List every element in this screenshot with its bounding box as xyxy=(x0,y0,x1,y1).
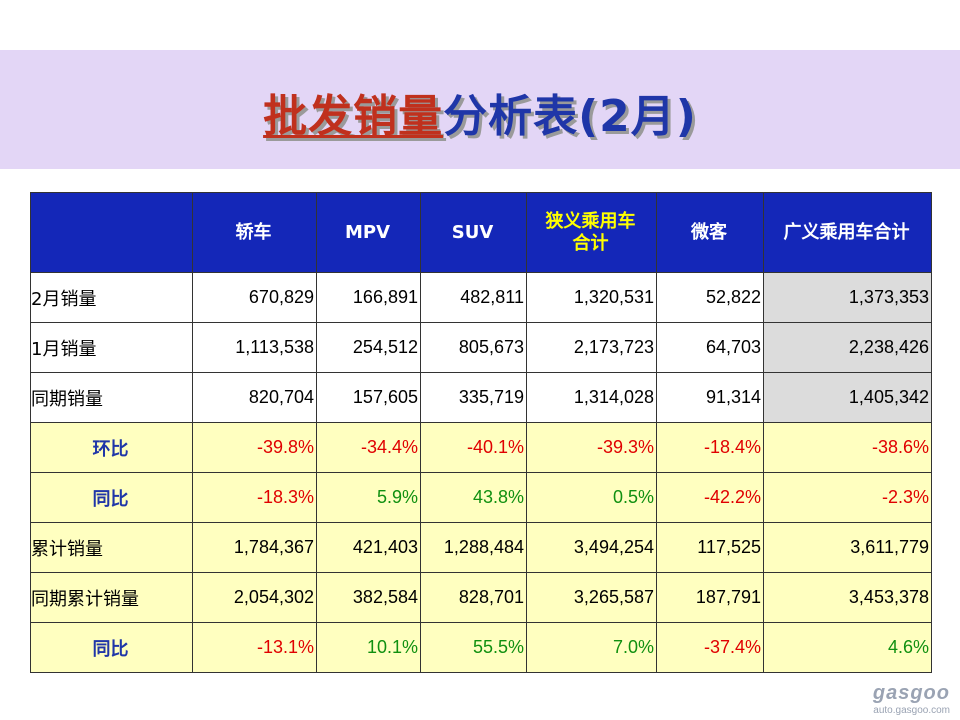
table-cell: 3,494,254 xyxy=(526,522,657,573)
table-cell: -42.2% xyxy=(656,472,764,523)
header-cell: 广义乘用车合计 xyxy=(763,192,932,273)
table-cell: 1,373,353 xyxy=(763,272,932,323)
table-cell: 187,791 xyxy=(656,572,764,623)
table-cell: -39.8% xyxy=(192,422,317,473)
table-cell: -13.1% xyxy=(192,622,317,673)
table-cell: 1,405,342 xyxy=(763,372,932,423)
table-cell: 64,703 xyxy=(656,322,764,373)
row-label: 1月销量 xyxy=(30,322,193,373)
table-cell: 820,704 xyxy=(192,372,317,423)
table-cell: 43.8% xyxy=(420,472,527,523)
table-cell: -39.3% xyxy=(526,422,657,473)
row-label: 累计销量 xyxy=(30,522,193,573)
header-cell: 狭义乘用车 合计 xyxy=(526,192,657,273)
table-cell: 10.1% xyxy=(316,622,421,673)
table-cell: 1,784,367 xyxy=(192,522,317,573)
table-row: 2月销量 670,829 166,891 482,811 1,320,531 52,822… xyxy=(30,272,932,323)
table-cell: 3,453,378 xyxy=(763,572,932,623)
title-part-2: 分析表(2月) xyxy=(443,91,697,142)
table-cell: 117,525 xyxy=(656,522,764,573)
row-label: 同比 xyxy=(30,622,193,673)
table-cell: 335,719 xyxy=(420,372,527,423)
header-row: 轿车 MPV SUV 狭义乘用车 合计 微客 广义乘用车合计 xyxy=(30,192,932,273)
header-cell xyxy=(30,192,193,273)
table-row: 同比 -18.3% 5.9% 43.8% 0.5% -42.2% -2.3% xyxy=(30,472,932,523)
table-cell: 1,113,538 xyxy=(192,322,317,373)
table-cell: 2,054,302 xyxy=(192,572,317,623)
table-cell: 805,673 xyxy=(420,322,527,373)
table-cell: 828,701 xyxy=(420,572,527,623)
table-cell: 5.9% xyxy=(316,472,421,523)
header-cell: 微客 xyxy=(656,192,764,273)
header-cell: SUV xyxy=(420,192,527,273)
table-cell: -37.4% xyxy=(656,622,764,673)
table-cell: 52,822 xyxy=(656,272,764,323)
table-row: 环比 -39.8% -34.4% -40.1% -39.3% -18.4% -38.6% xyxy=(30,422,932,473)
logo-mark: gasgoo xyxy=(872,682,950,704)
table-cell: 91,314 xyxy=(656,372,764,423)
table-cell: -34.4% xyxy=(316,422,421,473)
logo-url: auto.gasgoo.com xyxy=(873,705,950,716)
table-cell: 1,288,484 xyxy=(420,522,527,573)
table-cell: -38.6% xyxy=(763,422,932,473)
table-cell: 157,605 xyxy=(316,372,421,423)
table-cell: 421,403 xyxy=(316,522,421,573)
row-label: 2月销量 xyxy=(30,272,193,323)
table-cell: 2,173,723 xyxy=(526,322,657,373)
table-cell: 166,891 xyxy=(316,272,421,323)
header-cell: 轿车 xyxy=(192,192,317,273)
table-cell: 3,611,779 xyxy=(763,522,932,573)
table-cell: 55.5% xyxy=(420,622,527,673)
row-label: 同期累计销量 xyxy=(30,572,193,623)
table-cell: 254,512 xyxy=(316,322,421,373)
table-cell: -18.3% xyxy=(192,472,317,523)
row-label: 环比 xyxy=(30,422,193,473)
header-cell: MPV xyxy=(316,192,421,273)
table-cell: 1,314,028 xyxy=(526,372,657,423)
table-cell: 1,320,531 xyxy=(526,272,657,323)
table-cell: -2.3% xyxy=(763,472,932,523)
table-cell: -40.1% xyxy=(420,422,527,473)
table-cell: 2,238,426 xyxy=(763,322,932,373)
table-row: 同期销量 820,704 157,605 335,719 1,314,028 91,314… xyxy=(30,372,932,423)
table-cell: 670,829 xyxy=(192,272,317,323)
page-title: 批发销量分析表(2月) xyxy=(0,80,960,144)
table-cell: 382,584 xyxy=(316,572,421,623)
row-label: 同比 xyxy=(30,472,193,523)
table-cell: 3,265,587 xyxy=(526,572,657,623)
table-row: 1月销量 1,113,538 254,512 805,673 2,173,723 64,7… xyxy=(30,322,932,373)
title-part-1: 批发销量 xyxy=(263,91,444,142)
table-cell: -18.4% xyxy=(656,422,764,473)
table-cell: 4.6% xyxy=(763,622,932,673)
table-cell: 482,811 xyxy=(420,272,527,323)
title-band xyxy=(0,50,960,169)
row-label: 同期销量 xyxy=(30,372,193,423)
table-cell: 7.0% xyxy=(526,622,657,673)
gasgoo-logo: gasgoo auto.gasgoo.com xyxy=(873,682,950,716)
table-row: 同期累计销量 2,054,302 382,584 828,701 3,265,587 18… xyxy=(30,572,932,623)
table-row: 累计销量 1,784,367 421,403 1,288,484 3,494,254 11… xyxy=(30,522,932,573)
table-row: 同比 -13.1% 10.1% 55.5% 7.0% -37.4% 4.6% xyxy=(30,622,932,673)
sales-table: 轿车 MPV SUV 狭义乘用车 合计 微客 广义乘用车合计 2月销量 670,8… xyxy=(30,192,932,673)
table-cell: 0.5% xyxy=(526,472,657,523)
